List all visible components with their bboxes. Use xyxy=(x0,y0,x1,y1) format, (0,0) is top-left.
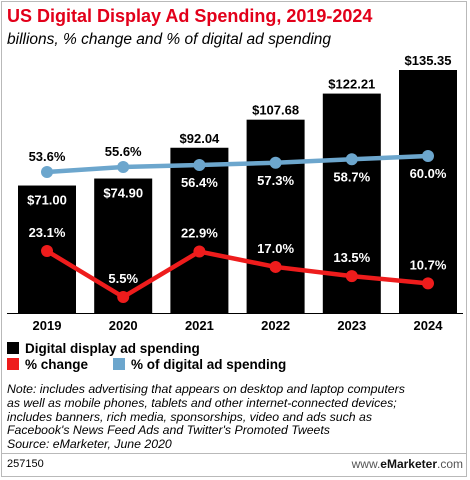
pct-change-point xyxy=(345,270,358,283)
pct-digital-point xyxy=(41,166,53,178)
pct-digital-point xyxy=(269,156,282,169)
note-line: as well as mobile phones, tablets and ot… xyxy=(7,395,397,410)
legend-item-pct-change: % change xyxy=(7,357,88,372)
pct-change-point xyxy=(117,291,130,303)
pct-digital-point xyxy=(345,153,358,166)
x-tick-label: 2020 xyxy=(109,318,138,333)
bar-value-label: $71.00 xyxy=(27,193,67,208)
bar-value-label: $74.90 xyxy=(103,186,143,201)
pct-digital-label: 53.6% xyxy=(29,149,66,164)
brand-name: eMarketer xyxy=(380,457,437,471)
pct-digital-label: 57.3% xyxy=(257,173,294,188)
pct-change-point xyxy=(193,245,206,258)
chart-note: Note: includes advertising that appears … xyxy=(7,382,463,452)
bar-value-label: $92.04 xyxy=(180,131,221,146)
note-line: includes banners, rich media, sponsorshi… xyxy=(7,409,373,424)
legend-item-display-spending: Digital display ad spending xyxy=(7,341,200,356)
bar xyxy=(246,119,305,313)
pct-digital-label: 55.6% xyxy=(105,144,142,159)
pct-change-point xyxy=(269,260,282,273)
pct-digital-point xyxy=(193,159,206,171)
pct-change-label: 10.7% xyxy=(410,257,447,272)
pct-change-label: 13.5% xyxy=(333,250,370,265)
pct-change-label: 23.1% xyxy=(29,225,66,240)
pct-digital-label: 58.7% xyxy=(333,169,370,184)
x-tick-label: 2024 xyxy=(414,318,444,333)
pct-change-point xyxy=(41,245,53,257)
pct-change-line xyxy=(44,248,431,300)
pct-digital-line xyxy=(44,153,431,175)
chart-title: US Digital Display Ad Spending, 2019-202… xyxy=(7,6,373,26)
note-line: Facebook's News Feed Ads and Twitter's P… xyxy=(7,423,330,438)
legend-label-pct-digital: % of digital ad spending xyxy=(131,357,287,372)
pct-change-label: 17.0% xyxy=(257,241,294,256)
pct-digital-label: 56.4% xyxy=(181,175,218,190)
brand-prefix: www. xyxy=(351,457,381,471)
bar-value-label: $135.35 xyxy=(405,53,452,68)
chart-id: 257150 xyxy=(7,458,44,470)
bar-value-label: $107.68 xyxy=(252,103,299,118)
x-tick-label: 2019 xyxy=(33,318,62,333)
pct-digital-label: 60.0% xyxy=(410,166,447,181)
bar xyxy=(170,147,229,313)
brand-logo: www.eMarketer.com xyxy=(352,457,463,471)
pct-change-label: 5.5% xyxy=(108,271,138,286)
bar xyxy=(399,70,457,313)
footer-divider xyxy=(1,453,467,454)
chart: 2019 2020 2021 2022 2023 2024 $71.00 $74.90 $92.… xyxy=(7,53,463,333)
bar-value-label: $122.21 xyxy=(328,77,375,92)
legend-swatch-blue xyxy=(113,358,125,370)
note-source: Source: eMarketer, June 2020 xyxy=(7,437,172,452)
x-tick-label: 2022 xyxy=(261,318,290,333)
legend-swatch-red xyxy=(7,358,19,370)
pct-digital-point xyxy=(117,161,130,173)
pct-change-label: 22.9% xyxy=(181,226,218,241)
legend-label-pct-change: % change xyxy=(25,357,89,372)
x-tick-label: 2021 xyxy=(185,318,214,333)
legend-item-pct-digital: % of digital ad spending xyxy=(113,357,286,372)
pct-digital-point xyxy=(422,150,434,162)
note-line: Note: includes advertising that appears … xyxy=(7,382,405,396)
bar xyxy=(94,178,153,313)
x-tick-label: 2023 xyxy=(337,318,366,333)
legend-swatch-black xyxy=(7,342,19,354)
legend-label-display-spending: Digital display ad spending xyxy=(25,341,200,356)
chart-subtitle: billions, % change and % of digital ad s… xyxy=(7,31,332,48)
pct-change-point xyxy=(422,277,434,290)
brand-suffix: .com xyxy=(436,457,463,471)
